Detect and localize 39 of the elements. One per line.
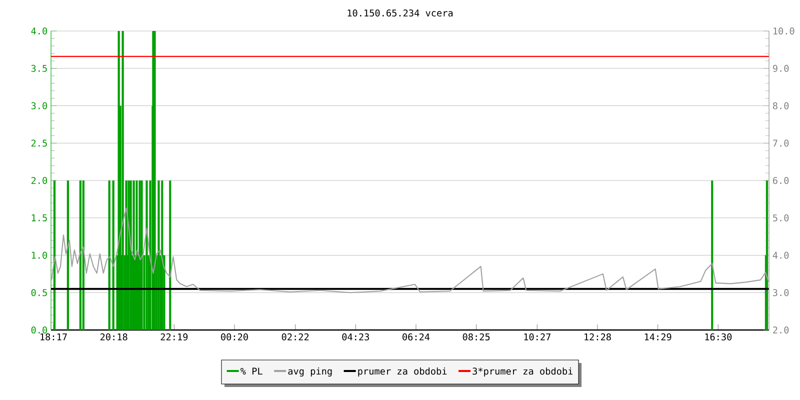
x-tick-label: 00:20	[221, 333, 248, 340]
x-tick-label: 08:25	[462, 333, 490, 340]
y-tick-label: 2.0	[31, 176, 48, 184]
x-tick-label: 20:18	[100, 333, 128, 340]
y2-tick-label: 9.0	[772, 64, 789, 72]
x-tick-label: 12:28	[584, 333, 611, 340]
y-tick-label: 1.5	[32, 214, 47, 222]
bar	[112, 180, 114, 330]
y-tick-label: 2.5	[31, 140, 47, 147]
x-tick-label: 04:23	[342, 333, 369, 340]
x-tick-label: 14:29	[644, 333, 672, 340]
x-tick-label: 02:22	[282, 333, 309, 340]
y2-tick-label: 7.0	[773, 140, 789, 147]
y-tick-label: 4.0	[31, 27, 48, 35]
bar	[132, 180, 135, 330]
chart-title: 10.150.65.234 vcera	[348, 9, 453, 17]
legend-label: prumer za obdobi	[358, 367, 447, 376]
y2-tick-label: 2.0	[773, 326, 789, 334]
legend-label: 3*prumer za obdobi	[472, 367, 573, 376]
bar	[146, 180, 148, 330]
y2-tick-label: 5.0	[773, 214, 789, 222]
y-tick-label: 0.5	[31, 289, 47, 296]
legend-label: avg ping	[288, 367, 332, 377]
bar	[122, 30, 124, 330]
y-tick-label: 3.5	[31, 64, 47, 72]
x-tick-label: 16:30	[705, 333, 732, 340]
y2-tick-label: 3.0	[773, 289, 789, 296]
x-tick-label: 18:17	[40, 333, 67, 340]
y2-tick-label: 8.0	[772, 102, 789, 110]
legend-label: % PL	[240, 368, 262, 375]
y-tick-label: 1.0	[32, 252, 48, 259]
y2-tick-label: 6.0	[772, 176, 789, 184]
x-tick-label: 10:27	[524, 333, 550, 340]
x-tick-label: 06:24	[402, 333, 430, 340]
y-tick-label: 3.0	[31, 102, 48, 110]
y2-tick-label: 10.0	[774, 27, 794, 35]
y-tick-label: 0.0	[31, 326, 48, 334]
y2-tick-label: 4.0	[772, 252, 789, 259]
x-tick-label: 22:19	[160, 333, 188, 340]
